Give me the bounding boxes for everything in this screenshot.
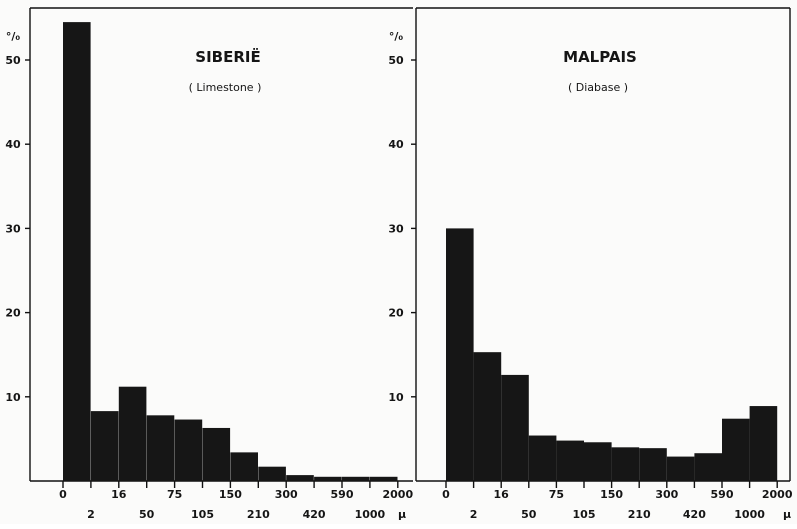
panel-2-bar-210-300 (639, 448, 667, 481)
panel-1-bar-150-210 (230, 452, 258, 481)
panel-1-xtick-label: 2000 (382, 488, 413, 501)
panel-1-xtick-label: 0 (59, 488, 67, 501)
panel-1-bar-1000-2000 (369, 476, 398, 481)
panel-2-bar-2-16 (473, 352, 502, 481)
panel-1-xtick-label: 300 (275, 488, 298, 501)
panel-1-bar-2-16 (90, 411, 119, 481)
panel-2-xtick-label: 75 (549, 488, 564, 501)
panel-2-bar-420-590 (694, 453, 722, 481)
panel-2-xtick-label: 420 (683, 508, 706, 521)
panel-1-subtitle: ( Limestone ) (189, 81, 262, 94)
panel-2-bar-50-75 (528, 435, 557, 481)
panel-2-xtick-label: 150 (600, 488, 623, 501)
panel-2-ytick-label: 20 (388, 307, 404, 320)
panel-2-ytick-label: 10 (388, 391, 404, 404)
panel-1-ytick-label: 20 (5, 307, 21, 320)
panel-1-bar-0-2 (63, 22, 91, 482)
panel-1-bar-300-420 (286, 475, 314, 481)
panel-1-xtick-label: 210 (247, 508, 270, 521)
panel-2-ytick-label: 40 (388, 138, 404, 151)
panel-1-xtick-label: 50 (139, 508, 155, 521)
panel-1-xtick-label: 2 (87, 508, 95, 521)
panel-1-xtick-label: 16 (111, 488, 127, 501)
panel-2-ylabel: °/₀ (389, 30, 404, 43)
panel-2-xtick-label: 1000 (734, 508, 765, 521)
panel-2-bar-105-150 (584, 442, 612, 481)
panel-1-title: SIBERIË (195, 47, 260, 66)
panel-2-xtick-label: 50 (521, 508, 537, 521)
panel-1-ytick-label: 50 (5, 54, 21, 67)
panel-1-ytick-label: 40 (5, 138, 21, 151)
panel-1-xtick-label: 420 (303, 508, 326, 521)
panel-1-x-unit: μ (398, 508, 406, 521)
panel-2-xtick-label: 300 (655, 488, 678, 501)
panel-2-xtick-label: 105 (573, 508, 596, 521)
panel-2-bar-1000-2000 (749, 406, 778, 481)
panel-1-bar-590-1000 (342, 476, 370, 481)
panel-2-title: MALPAIS (563, 48, 637, 66)
panel-1-xtick-label: 590 (331, 488, 354, 501)
panel-1-bar-16-50 (118, 386, 147, 481)
panel-2-bar-300-420 (666, 456, 695, 481)
panel-2-bar-75-105 (556, 440, 584, 481)
panel-2-x-unit: μ (783, 508, 791, 521)
panel-1-bar-210-300 (258, 466, 286, 481)
panel-2-subtitle: ( Diabase ) (568, 81, 628, 94)
panel-2-bar-150-210 (611, 447, 640, 481)
panel-1-ytick-label: 10 (5, 391, 21, 404)
panel-2-xtick-label: 16 (494, 488, 510, 501)
panel-1-xtick-label: 105 (191, 508, 214, 521)
panel-2-bar-0-2 (446, 228, 474, 481)
panel-1-xtick-label: 150 (219, 488, 242, 501)
panel-1-ylabel: °/₀ (6, 30, 21, 43)
panel-2-xtick-label: 2000 (762, 488, 793, 501)
panel-2-bar-16-50 (501, 374, 529, 481)
panel-2-xtick-label: 0 (442, 488, 450, 501)
panel-2-xtick-label: 210 (628, 508, 651, 521)
panel-1-xtick-label: 1000 (355, 508, 386, 521)
panel-1-xtick-label: 75 (167, 488, 182, 501)
panel-1-ytick-label: 30 (5, 222, 21, 235)
panel-2-xtick-label: 2 (470, 508, 478, 521)
panel-1-bar-50-75 (146, 415, 175, 481)
panel-1-bar-105-150 (202, 427, 231, 481)
panel-2-ytick-label: 30 (388, 222, 404, 235)
panel-2-bar-590-1000 (722, 418, 750, 481)
panel-2-xtick-label: 590 (711, 488, 734, 501)
panel-2-ytick-label: 50 (388, 54, 404, 67)
panel-1-bar-420-590 (314, 476, 342, 481)
panel-1-bar-75-105 (174, 419, 203, 481)
